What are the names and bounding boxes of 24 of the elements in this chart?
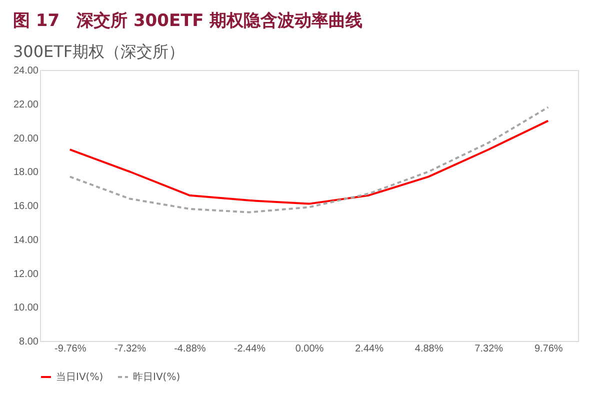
y-tick-label: 24.00 — [13, 66, 39, 76]
line-series — [68, 120, 550, 205]
legend-label: 当日IV(%) — [56, 371, 104, 383]
x-tick-label: 4.88% — [414, 344, 444, 354]
x-tick-label: -9.76% — [54, 344, 86, 354]
y-tick-label: 22.00 — [13, 99, 39, 110]
y-tick-label: 8.00 — [19, 336, 39, 348]
y-tick-label: 10.00 — [13, 302, 39, 314]
x-tick-label: 2.44% — [355, 344, 384, 354]
x-tick-label: 7.32% — [474, 344, 504, 354]
chart-title: 图 17 深交所 300ETF 期权隐含波动率曲线 — [12, 11, 363, 31]
x-tick-label: -2.44% — [234, 344, 266, 354]
y-tick-label: 16.00 — [13, 201, 39, 212]
y-tick-label: 20.00 — [13, 133, 39, 144]
x-tick-label: -4.88% — [174, 344, 206, 354]
y-tick-label: 18.00 — [13, 167, 39, 178]
line-series — [68, 106, 550, 214]
y-tick-label: 14.00 — [13, 234, 39, 246]
y-tick-label: 12.00 — [13, 268, 39, 280]
chart-subtitle: 300ETF期权（深交所） — [12, 42, 185, 61]
x-tick-label: 9.76% — [534, 344, 563, 354]
x-tick-label: 0.00% — [295, 344, 324, 354]
legend-label: 昨日IV(%) — [133, 371, 180, 383]
x-tick-label: -7.32% — [114, 344, 146, 354]
